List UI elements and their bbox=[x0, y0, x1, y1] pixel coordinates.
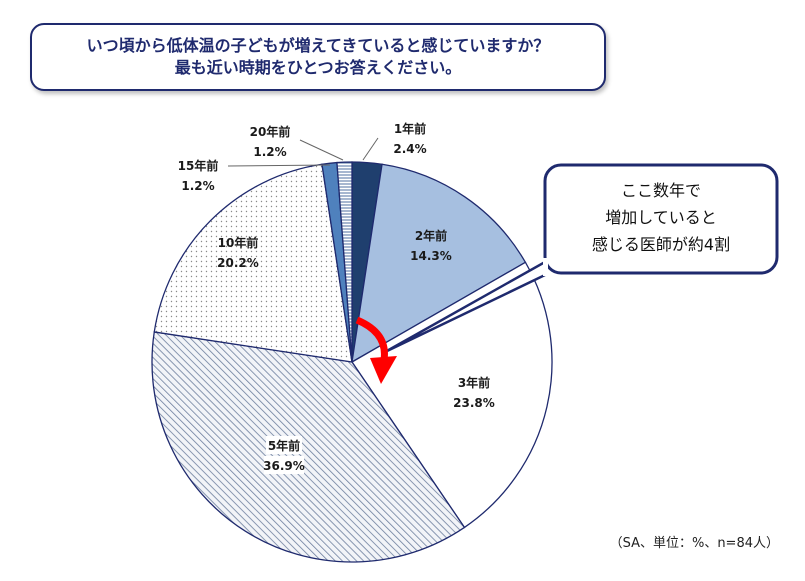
increase-arrow bbox=[355, 316, 397, 384]
pie-slice-3 bbox=[351, 261, 553, 529]
question-line-2: 最も近い時期をひとつお答えください。 bbox=[174, 58, 462, 77]
callout-line-2: 増加していると bbox=[605, 208, 717, 227]
leader-line-7 bbox=[299, 139, 344, 161]
slice-value-label: 1.2% bbox=[253, 145, 286, 159]
slice-category-label: 20年前 bbox=[250, 124, 291, 139]
callout-line-1: ここ数年で bbox=[621, 181, 701, 200]
slice-value-label: 36.9% bbox=[263, 459, 305, 473]
slice-category-label: 5年前 bbox=[268, 438, 300, 453]
question-box: いつ頃から低体温の子どもが増えてきていると感じていますか？ 最も近い時期をひとつ… bbox=[30, 23, 606, 91]
slice-value-label: 23.8% bbox=[453, 396, 495, 410]
slice-category-label: 10年前 bbox=[218, 235, 259, 250]
callout: ここ数年で 増加していると 感じる医師が約4割 bbox=[384, 163, 779, 354]
callout-box bbox=[543, 163, 779, 275]
leader-line-1 bbox=[362, 137, 379, 161]
pie-slice-4 bbox=[151, 331, 466, 563]
slice-category-label: 1年前 bbox=[394, 121, 426, 136]
callout-line-3: 感じる医師が約4割 bbox=[592, 235, 730, 254]
slice-category-label: 15年前 bbox=[178, 158, 219, 173]
pie-slice-2 bbox=[351, 163, 527, 364]
slice-value-label: 20.2% bbox=[217, 256, 259, 270]
slice-value-label: 2.4% bbox=[393, 142, 426, 156]
pie-slice-5 bbox=[153, 163, 353, 363]
footnote: （SA、単位：%、n=84人） bbox=[609, 536, 779, 551]
leader-line-6 bbox=[227, 164, 331, 167]
slice-category-label: 2年前 bbox=[415, 228, 447, 243]
question-line-1: いつ頃から低体温の子どもが増えてきていると感じていますか？ bbox=[86, 36, 550, 55]
slice-value-label: 1.2% bbox=[181, 179, 214, 193]
pie-slice-7 bbox=[336, 161, 353, 363]
slice-value-label: 14.3% bbox=[410, 249, 452, 263]
slice-category-label: 3年前 bbox=[458, 375, 490, 390]
